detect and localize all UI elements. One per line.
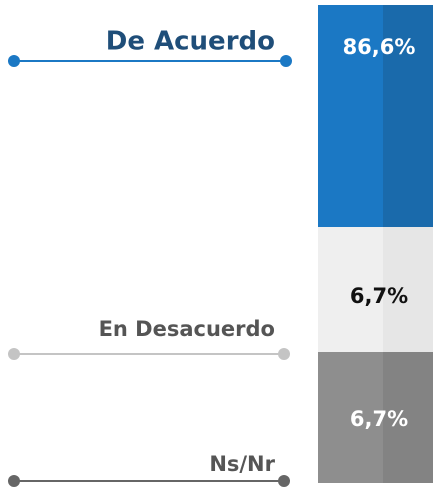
category-label: De Acuerdo [106, 27, 275, 57]
value-label: 6,7% [350, 284, 408, 308]
leader-dot [278, 348, 290, 360]
leader-dot [8, 475, 20, 487]
bar-segment [318, 5, 383, 227]
bar-segment-shade [383, 352, 433, 483]
value-label: 6,7% [350, 407, 408, 431]
leader-dot [278, 475, 290, 487]
bar-segment [318, 227, 383, 352]
leader-dot [8, 55, 20, 67]
bar-segment [318, 352, 383, 483]
leader-dot [280, 55, 292, 67]
leader-dot [8, 348, 20, 360]
bar-segment-shade [383, 227, 433, 352]
category-label: En Desacuerdo [99, 317, 275, 341]
category-label: Ns/Nr [209, 452, 275, 476]
value-label: 86,6% [343, 35, 416, 59]
bar-segment-shade [383, 5, 433, 227]
